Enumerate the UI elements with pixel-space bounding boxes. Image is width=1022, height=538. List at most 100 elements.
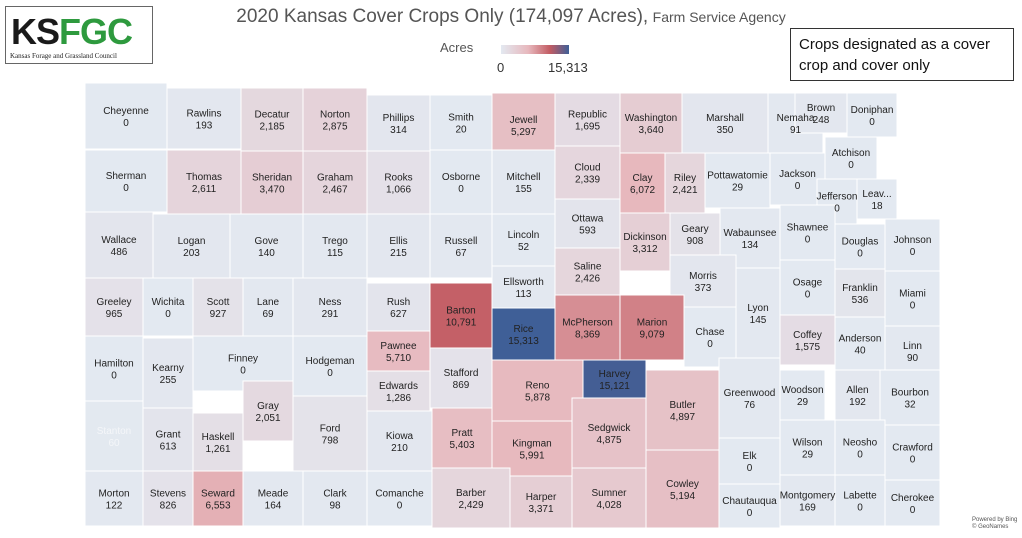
county-value-sheridan: 3,470 <box>259 185 284 196</box>
county-name-woodson: Woodson <box>781 385 823 396</box>
title-main: 2020 Kansas Cover Crops Only (174,097 Ac… <box>236 6 649 27</box>
county-rooks <box>366 150 431 215</box>
county-saline <box>554 247 621 296</box>
county-woodson <box>779 369 826 421</box>
county-value-kearny: 255 <box>160 375 177 386</box>
county-value-wabaunsee: 134 <box>742 240 759 251</box>
county-value-barton: 10,791 <box>446 318 477 329</box>
county-name-brown: Brown <box>807 103 835 114</box>
county-barber <box>431 467 511 529</box>
county-name-jewell: Jewell <box>510 115 538 126</box>
county-value-norton: 2,875 <box>322 122 347 133</box>
county-name-barton: Barton <box>446 306 475 317</box>
county-mitchell <box>491 149 556 215</box>
county-name-marion: Marion <box>637 318 668 329</box>
county-value-lyon: 145 <box>750 315 767 326</box>
county-name-jefferson: Jefferson <box>817 192 858 203</box>
county-value-haskell: 1,261 <box>205 444 230 455</box>
county-value-chase: 0 <box>707 339 713 350</box>
county-value-clay: 6,072 <box>630 185 655 196</box>
county-value-phillips: 314 <box>390 125 407 136</box>
county-value-morton: 122 <box>106 501 123 512</box>
county-name-mcpherson: McPherson <box>562 318 613 329</box>
county-name-sedgwick: Sedgwick <box>588 423 632 434</box>
county-marshall <box>681 92 769 154</box>
county-value-reno: 5,878 <box>525 393 550 404</box>
county-name-washington: Washington <box>625 113 677 124</box>
county-name-wabaunsee: Wabaunsee <box>724 228 777 239</box>
county-name-bourbon: Bourbon <box>891 388 929 399</box>
county-name-norton: Norton <box>320 110 350 121</box>
county-shawnee <box>779 204 836 261</box>
county-montgomery <box>779 474 836 527</box>
county-name-franklin: Franklin <box>842 283 878 294</box>
county-value-harvey: 15,121 <box>599 381 630 392</box>
county-grant <box>142 407 194 472</box>
logo-full-name: Kansas Forage and Grassland Council <box>10 52 117 60</box>
county-smith <box>429 94 493 151</box>
county-value-coffey: 1,575 <box>795 342 820 353</box>
county-name-mitchell: Mitchell <box>507 172 541 183</box>
ksfgc-logo: KSFGC Kansas Forage and Grassland Counci… <box>5 6 153 64</box>
county-name-graham: Graham <box>317 173 353 184</box>
county-name-cheyenne: Cheyenne <box>103 106 149 117</box>
county-value-barber: 2,429 <box>458 500 483 511</box>
legend-max-label: 15,313 <box>548 60 588 75</box>
county-value-lane: 69 <box>262 309 274 320</box>
county-value-crawford: 0 <box>910 455 916 466</box>
county-rush <box>366 282 431 332</box>
county-value-wilson: 29 <box>802 450 814 461</box>
county-value-marion: 9,079 <box>639 330 664 341</box>
county-name-stanton: Stanton <box>97 426 131 437</box>
county-wallace <box>84 211 154 279</box>
county-name-morton: Morton <box>98 489 129 500</box>
county-allen <box>834 369 881 421</box>
county-name-marshall: Marshall <box>706 113 744 124</box>
county-name-russell: Russell <box>445 236 478 247</box>
county-value-grant: 613 <box>160 442 177 453</box>
county-value-rooks: 1,066 <box>386 185 411 196</box>
county-value-pratt: 5,403 <box>449 440 474 451</box>
county-value-stevens: 826 <box>160 501 177 512</box>
county-name-geary: Geary <box>681 224 708 235</box>
county-pawnee <box>366 330 431 372</box>
county-name-cloud: Cloud <box>574 163 600 174</box>
county-value-hodgeman: 0 <box>327 368 333 379</box>
county-name-sumner: Sumner <box>591 488 627 499</box>
county-name-lincoln: Lincoln <box>508 230 540 241</box>
county-value-edwards: 1,286 <box>386 393 411 404</box>
county-value-rawlins: 193 <box>196 121 213 132</box>
county-cherokee <box>884 479 941 527</box>
county-name-hodgeman: Hodgeman <box>306 356 355 367</box>
county-franklin <box>834 268 886 318</box>
county-value-elk: 0 <box>747 463 753 474</box>
county-hodgeman <box>292 335 368 397</box>
county-value-dickinson: 3,312 <box>632 244 657 255</box>
county-name-dickinson: Dickinson <box>623 232 666 243</box>
county-value-republic: 1,695 <box>575 122 600 133</box>
county-value-woodson: 29 <box>797 397 809 408</box>
county-value-finney: 0 <box>240 366 246 377</box>
county-name-miami: Miami <box>899 289 926 300</box>
county-name-smith: Smith <box>448 113 474 124</box>
county-value-jackson: 0 <box>795 181 801 192</box>
county-name-wallace: Wallace <box>101 235 137 246</box>
county-name-rice: Rice <box>513 324 533 335</box>
county-name-meade: Meade <box>258 489 289 500</box>
county-value-osage: 0 <box>805 290 811 301</box>
county-value-cherokee: 0 <box>910 505 916 516</box>
county-cowley <box>645 449 720 529</box>
county-morton <box>84 470 144 527</box>
county-value-trego: 115 <box>327 248 343 259</box>
county-name-trego: Trego <box>322 236 348 247</box>
county-leav <box>856 178 898 220</box>
county-name-labette: Labette <box>843 491 877 502</box>
county-value-stanton: 60 <box>108 438 120 449</box>
county-value-shawnee: 0 <box>805 235 811 246</box>
county-name-barber: Barber <box>456 488 487 499</box>
county-name-finney: Finney <box>228 354 258 365</box>
county-clark <box>302 470 368 527</box>
county-name-neosho: Neosho <box>843 438 878 449</box>
county-name-logan: Logan <box>178 236 206 247</box>
